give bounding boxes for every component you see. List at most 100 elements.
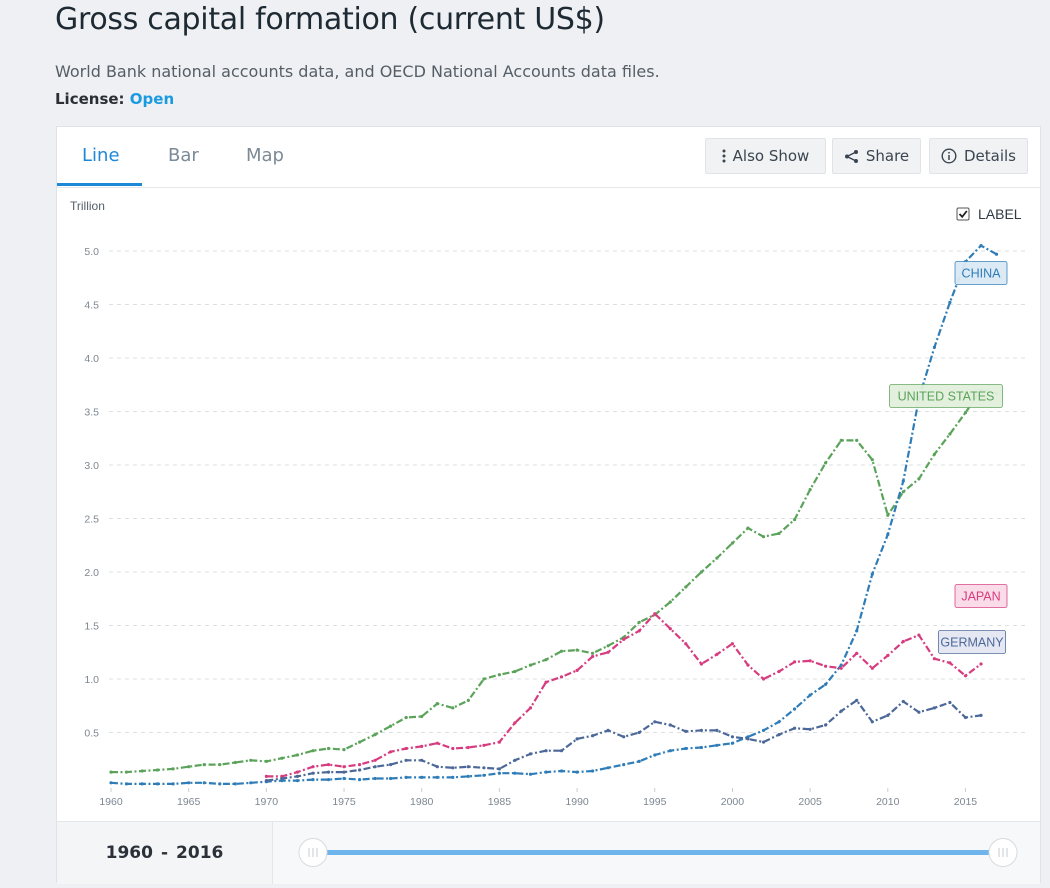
data-point[interactable] [326, 770, 331, 774]
data-point[interactable] [326, 746, 331, 751]
data-point[interactable] [497, 767, 501, 771]
data-point[interactable] [653, 753, 657, 757]
data-point[interactable] [109, 781, 113, 785]
data-point[interactable] [559, 769, 564, 773]
data-point[interactable] [280, 756, 284, 760]
data-point[interactable] [948, 700, 952, 705]
data-point[interactable] [777, 669, 781, 674]
data-point[interactable] [746, 663, 750, 667]
details-button[interactable]: Details [929, 138, 1028, 174]
data-point[interactable] [342, 765, 346, 769]
data-point[interactable] [932, 657, 937, 661]
data-point[interactable] [171, 767, 175, 771]
data-point[interactable] [591, 769, 595, 773]
data-point[interactable] [684, 585, 688, 589]
data-point[interactable] [233, 760, 237, 765]
data-point[interactable] [466, 698, 470, 702]
data-point[interactable] [622, 763, 626, 767]
data-point[interactable] [839, 663, 843, 667]
data-point[interactable] [637, 620, 641, 624]
data-point[interactable] [808, 488, 812, 492]
data-point[interactable] [870, 572, 874, 576]
data-point[interactable] [699, 662, 704, 666]
data-point[interactable] [901, 699, 905, 704]
data-point[interactable] [528, 772, 533, 776]
data-point[interactable] [544, 749, 548, 753]
data-point[interactable] [404, 758, 408, 762]
data-point[interactable] [839, 438, 843, 442]
data-point[interactable] [482, 766, 486, 770]
data-point[interactable] [979, 662, 983, 666]
data-point[interactable] [824, 461, 828, 465]
data-point[interactable] [575, 770, 579, 774]
label-checkbox[interactable] [956, 207, 970, 221]
series-line-china[interactable] [110, 244, 998, 785]
data-point[interactable] [917, 633, 921, 637]
data-point[interactable] [808, 659, 812, 663]
data-point[interactable] [559, 749, 564, 753]
data-point[interactable] [668, 627, 672, 631]
share-button[interactable]: Share [832, 138, 921, 174]
data-point[interactable] [917, 477, 921, 481]
data-point[interactable] [979, 244, 983, 248]
data-point[interactable] [668, 600, 672, 604]
data-point[interactable] [637, 730, 641, 735]
data-point[interactable] [435, 702, 439, 706]
data-point[interactable] [544, 770, 548, 774]
data-point[interactable] [917, 710, 921, 714]
data-point[interactable] [777, 531, 781, 536]
data-point[interactable] [389, 763, 393, 767]
data-point[interactable] [218, 782, 222, 786]
data-point[interactable] [420, 758, 424, 762]
data-point[interactable] [948, 432, 952, 436]
data-point[interactable] [389, 724, 393, 728]
data-point[interactable] [404, 715, 408, 720]
data-point[interactable] [761, 740, 766, 744]
data-point[interactable] [559, 649, 564, 653]
data-point[interactable] [264, 759, 268, 764]
data-point[interactable] [218, 763, 222, 767]
data-point[interactable] [855, 629, 859, 633]
data-point[interactable] [793, 518, 797, 522]
data-point[interactable] [979, 713, 983, 718]
range-slider[interactable] [277, 822, 1037, 884]
data-point[interactable] [870, 458, 874, 462]
data-point[interactable] [311, 778, 315, 782]
data-point[interactable] [839, 666, 843, 670]
data-point[interactable] [606, 766, 610, 770]
data-point[interactable] [528, 752, 533, 756]
data-point[interactable] [637, 759, 641, 764]
data-point[interactable] [948, 300, 952, 304]
data-point[interactable] [124, 782, 129, 786]
data-point[interactable] [311, 765, 315, 769]
data-point[interactable] [715, 728, 719, 733]
data-point[interactable] [668, 749, 672, 753]
data-point[interactable] [295, 779, 299, 783]
data-point[interactable] [855, 438, 859, 442]
tab-line[interactable]: Line [82, 145, 120, 166]
data-point[interactable] [684, 746, 688, 751]
data-point[interactable] [653, 612, 657, 616]
data-point[interactable] [435, 775, 439, 780]
data-point[interactable] [109, 770, 113, 774]
data-point[interactable] [295, 770, 299, 774]
data-point[interactable] [994, 252, 999, 256]
data-point[interactable] [420, 775, 424, 780]
data-point[interactable] [466, 765, 470, 769]
data-point[interactable] [591, 651, 595, 655]
data-point[interactable] [839, 709, 843, 713]
data-point[interactable] [948, 661, 952, 665]
also-show-button[interactable]: Also Show [705, 138, 826, 174]
license-link[interactable]: Open [129, 90, 175, 108]
data-point[interactable] [202, 781, 206, 785]
data-point[interactable] [746, 737, 750, 741]
data-point[interactable] [715, 652, 719, 656]
data-point[interactable] [311, 749, 315, 753]
tab-bar[interactable]: Bar [168, 145, 199, 166]
data-point[interactable] [684, 729, 688, 734]
data-point[interactable] [358, 740, 362, 744]
data-point[interactable] [295, 753, 299, 757]
data-point[interactable] [451, 746, 455, 751]
data-point[interactable] [793, 726, 797, 730]
data-point[interactable] [156, 768, 160, 772]
